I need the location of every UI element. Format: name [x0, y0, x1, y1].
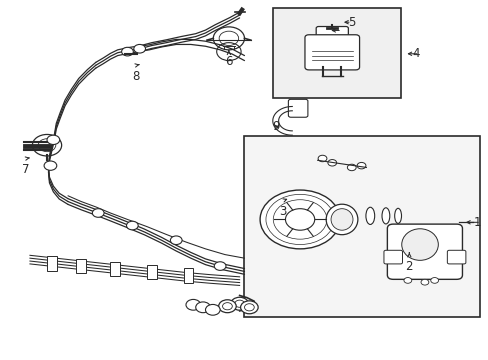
- Circle shape: [285, 209, 314, 230]
- Circle shape: [195, 302, 210, 313]
- Circle shape: [430, 278, 438, 283]
- Bar: [47, 256, 57, 271]
- Text: 3: 3: [278, 205, 285, 218]
- Ellipse shape: [365, 207, 374, 225]
- Ellipse shape: [325, 204, 357, 235]
- Ellipse shape: [330, 209, 352, 230]
- Circle shape: [218, 300, 236, 313]
- Circle shape: [244, 304, 254, 311]
- Circle shape: [134, 44, 145, 53]
- Bar: [76, 259, 86, 273]
- Circle shape: [356, 162, 365, 169]
- Text: 5: 5: [347, 16, 355, 29]
- Bar: [110, 262, 120, 276]
- Bar: [272, 8, 400, 98]
- Circle shape: [126, 221, 138, 230]
- Circle shape: [240, 301, 258, 314]
- Text: 6: 6: [224, 55, 232, 68]
- Bar: [147, 265, 157, 279]
- Circle shape: [318, 155, 326, 162]
- Circle shape: [185, 300, 200, 310]
- Circle shape: [403, 278, 411, 283]
- Circle shape: [214, 262, 225, 270]
- Ellipse shape: [381, 208, 389, 224]
- Circle shape: [44, 161, 57, 170]
- Text: 1: 1: [473, 216, 480, 229]
- Circle shape: [327, 159, 336, 166]
- Circle shape: [205, 305, 220, 315]
- FancyBboxPatch shape: [383, 250, 402, 264]
- FancyBboxPatch shape: [386, 224, 462, 279]
- Ellipse shape: [401, 229, 437, 260]
- FancyBboxPatch shape: [288, 99, 307, 117]
- Circle shape: [47, 135, 60, 144]
- FancyBboxPatch shape: [305, 35, 359, 70]
- Circle shape: [234, 300, 244, 307]
- Circle shape: [92, 209, 104, 217]
- Circle shape: [170, 236, 182, 244]
- Text: 2: 2: [405, 260, 412, 273]
- Text: 9: 9: [271, 121, 279, 134]
- FancyBboxPatch shape: [316, 27, 347, 40]
- Text: 8: 8: [132, 69, 140, 82]
- Circle shape: [420, 279, 428, 285]
- Circle shape: [222, 303, 232, 310]
- Bar: [183, 268, 193, 283]
- Circle shape: [260, 190, 339, 249]
- Circle shape: [122, 47, 133, 56]
- Text: 7: 7: [22, 163, 30, 176]
- Ellipse shape: [394, 208, 401, 224]
- Circle shape: [230, 297, 248, 310]
- Text: 4: 4: [411, 47, 419, 60]
- Circle shape: [346, 164, 355, 171]
- FancyBboxPatch shape: [447, 250, 465, 264]
- Bar: [244, 136, 479, 317]
